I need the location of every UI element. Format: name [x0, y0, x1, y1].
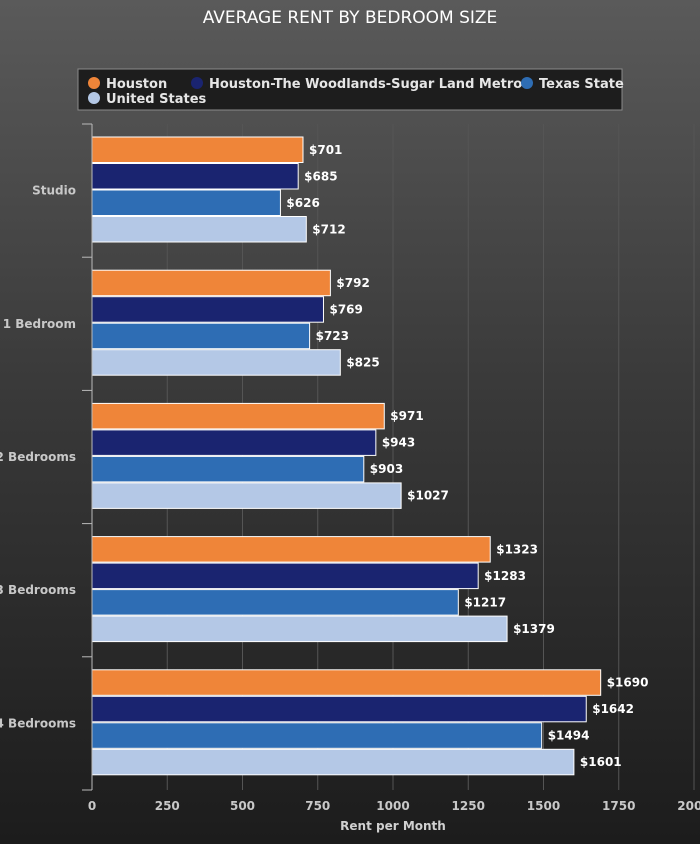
data-label: $685	[304, 169, 337, 183]
data-label: $825	[346, 355, 379, 369]
bar[interactable]	[91, 615, 508, 643]
data-label: $1283	[484, 569, 526, 583]
data-label: $712	[312, 222, 345, 236]
data-label: $1494	[548, 729, 590, 743]
data-label: $701	[309, 143, 342, 157]
data-label: $971	[390, 409, 423, 423]
bar[interactable]	[91, 269, 331, 297]
bar[interactable]	[91, 216, 307, 243]
legend-marker-2	[521, 77, 533, 89]
data-label: $1601	[580, 755, 622, 769]
data-label: $903	[370, 462, 403, 476]
bar[interactable]	[91, 455, 365, 483]
data-label: $792	[336, 276, 369, 290]
x-tick-label: 2000	[677, 799, 700, 813]
legend-label-0[interactable]: Houston	[106, 77, 167, 92]
data-label: $723	[316, 329, 349, 343]
legend-label-1[interactable]: Houston-The Woodlands-Sugar Land Metro	[209, 77, 522, 92]
data-label: $626	[286, 196, 319, 210]
bar[interactable]	[91, 296, 324, 323]
x-tick-label: 250	[155, 799, 180, 813]
category-label: 1 Bedroom	[3, 317, 76, 331]
legend-label-2[interactable]: Texas State	[539, 77, 624, 92]
data-label: $1379	[513, 622, 555, 636]
data-label: $769	[329, 302, 362, 316]
bar[interactable]	[91, 349, 341, 376]
bar[interactable]	[91, 429, 377, 456]
bar[interactable]	[91, 322, 311, 350]
x-tick-label: 500	[230, 799, 255, 813]
x-axis-title: Rent per Month	[340, 819, 446, 833]
bar[interactable]	[91, 562, 479, 590]
bar[interactable]	[91, 669, 602, 696]
data-label: $1323	[496, 542, 538, 556]
legend: Houston Houston-The Woodlands-Sugar Land …	[77, 68, 624, 111]
bar[interactable]	[91, 136, 304, 163]
data-label: $1690	[607, 676, 649, 690]
bar[interactable]	[91, 163, 299, 190]
data-label: $1642	[592, 702, 634, 716]
category-label: 3 Bedrooms	[0, 583, 76, 597]
category-label: Studio	[32, 184, 76, 198]
legend-marker-1	[191, 77, 203, 89]
x-tick-label: 1000	[376, 799, 409, 813]
data-labels: $701 $685 $626 $712 $792 $769 $723 $825 $971 $943…	[286, 143, 648, 769]
chart-title: AVERAGE RENT BY BEDROOM SIZE	[203, 8, 498, 28]
bar[interactable]	[91, 189, 281, 216]
x-tick-label: 750	[305, 799, 330, 813]
category-label: 4 Bedrooms	[0, 716, 76, 730]
data-label: $1027	[407, 489, 449, 503]
x-tick-label: 0	[88, 799, 96, 813]
legend-label-3[interactable]: United States	[106, 92, 207, 107]
x-tick-label: 1250	[452, 799, 485, 813]
bars	[91, 136, 602, 776]
category-label: 2 Bedrooms	[0, 450, 76, 464]
bar[interactable]	[91, 589, 459, 616]
data-label: $943	[382, 436, 415, 450]
bar[interactable]	[91, 748, 575, 776]
bar[interactable]	[91, 722, 543, 749]
axes: 0 250 500 750 1000 1250 1500 1750 2000 Studio 1 Be…	[0, 123, 700, 813]
bar[interactable]	[91, 402, 385, 430]
legend-marker-3	[88, 92, 100, 104]
data-label: $1217	[464, 595, 506, 609]
legend-marker-0	[88, 77, 100, 89]
legend-box	[77, 68, 623, 111]
bar[interactable]	[91, 482, 402, 509]
bar[interactable]	[91, 536, 491, 563]
x-tick-label: 1500	[527, 799, 560, 813]
bar[interactable]	[91, 695, 587, 723]
x-tick-label: 1750	[602, 799, 635, 813]
